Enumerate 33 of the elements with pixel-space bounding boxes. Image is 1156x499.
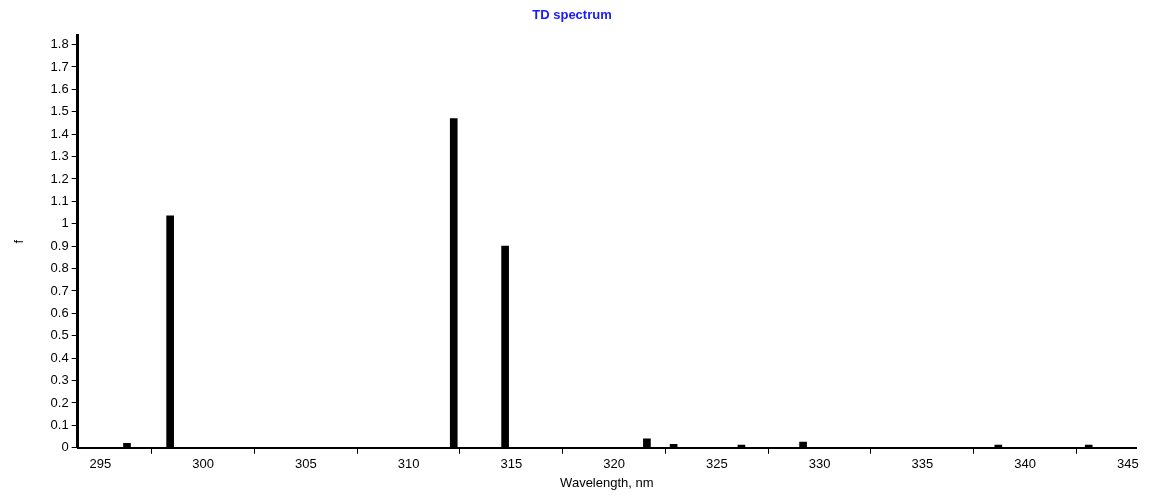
y-tick-label: 0.7 bbox=[50, 282, 69, 298]
y-tick-label: 0.6 bbox=[50, 304, 69, 320]
x-tick-label: 295 bbox=[89, 456, 112, 472]
x-tick-label: 335 bbox=[911, 456, 934, 472]
chart-title: TD spectrum bbox=[532, 7, 612, 23]
y-tick-label: 1.1 bbox=[50, 192, 69, 208]
y-tick-label: 0.4 bbox=[50, 349, 69, 365]
y-tick-label: 1.7 bbox=[50, 58, 69, 74]
y-axis-title: f bbox=[11, 239, 27, 244]
x-tick-label: 315 bbox=[500, 456, 523, 472]
y-tick-label: 0.9 bbox=[50, 237, 69, 253]
x-axis-title: Wavelength, nm bbox=[560, 474, 654, 490]
x-tick-label: 345 bbox=[1116, 456, 1139, 472]
y-tick-label: 0.5 bbox=[50, 327, 69, 343]
y-tick-label: 1.6 bbox=[50, 80, 69, 96]
y-tick-label: 1.4 bbox=[50, 125, 69, 141]
y-tick-label: 1 bbox=[61, 215, 69, 231]
y-tick-label: 1.3 bbox=[50, 148, 69, 164]
x-tick-label: 310 bbox=[397, 456, 420, 472]
x-tick-label: 300 bbox=[192, 456, 214, 472]
x-tick-label: 340 bbox=[1014, 456, 1036, 472]
y-tick-label: 0.8 bbox=[50, 260, 69, 276]
y-tick-label: 0.2 bbox=[50, 394, 69, 410]
y-tick-label: 1.5 bbox=[50, 103, 69, 119]
x-tick-label: 325 bbox=[705, 456, 728, 472]
x-tick-label: 330 bbox=[808, 456, 831, 472]
y-tick-label: 0.1 bbox=[50, 416, 69, 432]
x-tick-label: 320 bbox=[603, 456, 625, 472]
x-tick-label: 305 bbox=[294, 456, 317, 472]
y-tick-label: 0 bbox=[61, 439, 69, 455]
y-tick-label: 0.3 bbox=[50, 372, 69, 388]
y-tick-label: 1.8 bbox=[50, 36, 69, 52]
y-tick-label: 1.2 bbox=[50, 170, 69, 186]
